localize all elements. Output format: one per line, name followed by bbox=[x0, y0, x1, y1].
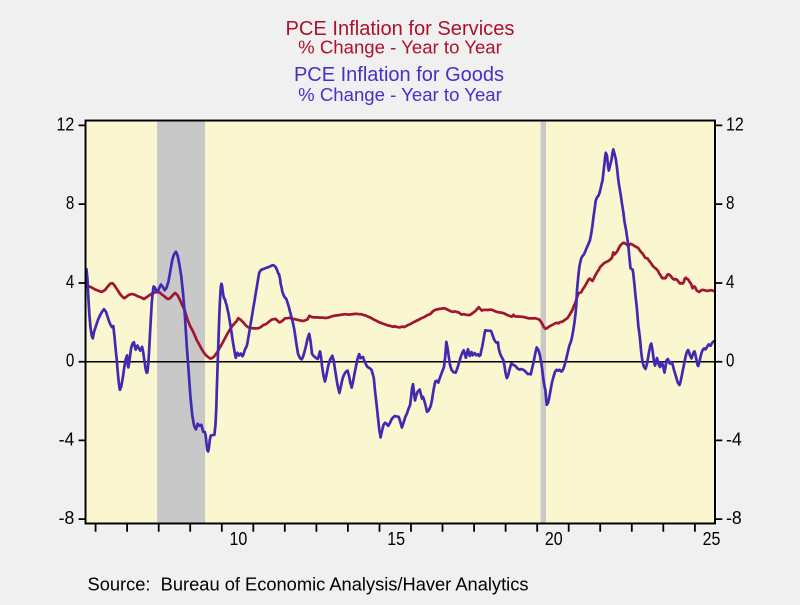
svg-text:10: 10 bbox=[230, 529, 248, 549]
svg-text:8: 8 bbox=[66, 193, 74, 213]
svg-text:PCE Inflation for Goods: PCE Inflation for Goods bbox=[294, 64, 504, 86]
svg-text:25: 25 bbox=[703, 529, 721, 549]
svg-text:4: 4 bbox=[726, 272, 734, 292]
svg-text:0: 0 bbox=[726, 351, 734, 371]
svg-text:20: 20 bbox=[545, 529, 563, 549]
svg-text:8: 8 bbox=[726, 193, 734, 213]
svg-text:% Change - Year to Year: % Change - Year to Year bbox=[298, 84, 502, 105]
svg-text:0: 0 bbox=[66, 351, 74, 371]
svg-text:PCE Inflation for Services: PCE Inflation for Services bbox=[286, 18, 515, 40]
svg-text:-4: -4 bbox=[59, 429, 75, 449]
svg-text:12: 12 bbox=[726, 114, 744, 134]
svg-text:% Change - Year to Year: % Change - Year to Year bbox=[298, 37, 502, 58]
svg-text:Source: Bureau of Economic An: Source: Bureau of Economic Analysis/Have… bbox=[88, 574, 529, 595]
svg-text:12: 12 bbox=[57, 114, 75, 134]
svg-text:4: 4 bbox=[66, 272, 74, 292]
svg-text:-8: -8 bbox=[59, 508, 75, 528]
svg-text:-8: -8 bbox=[726, 508, 742, 528]
svg-text:-4: -4 bbox=[726, 429, 742, 449]
svg-text:15: 15 bbox=[387, 529, 405, 549]
